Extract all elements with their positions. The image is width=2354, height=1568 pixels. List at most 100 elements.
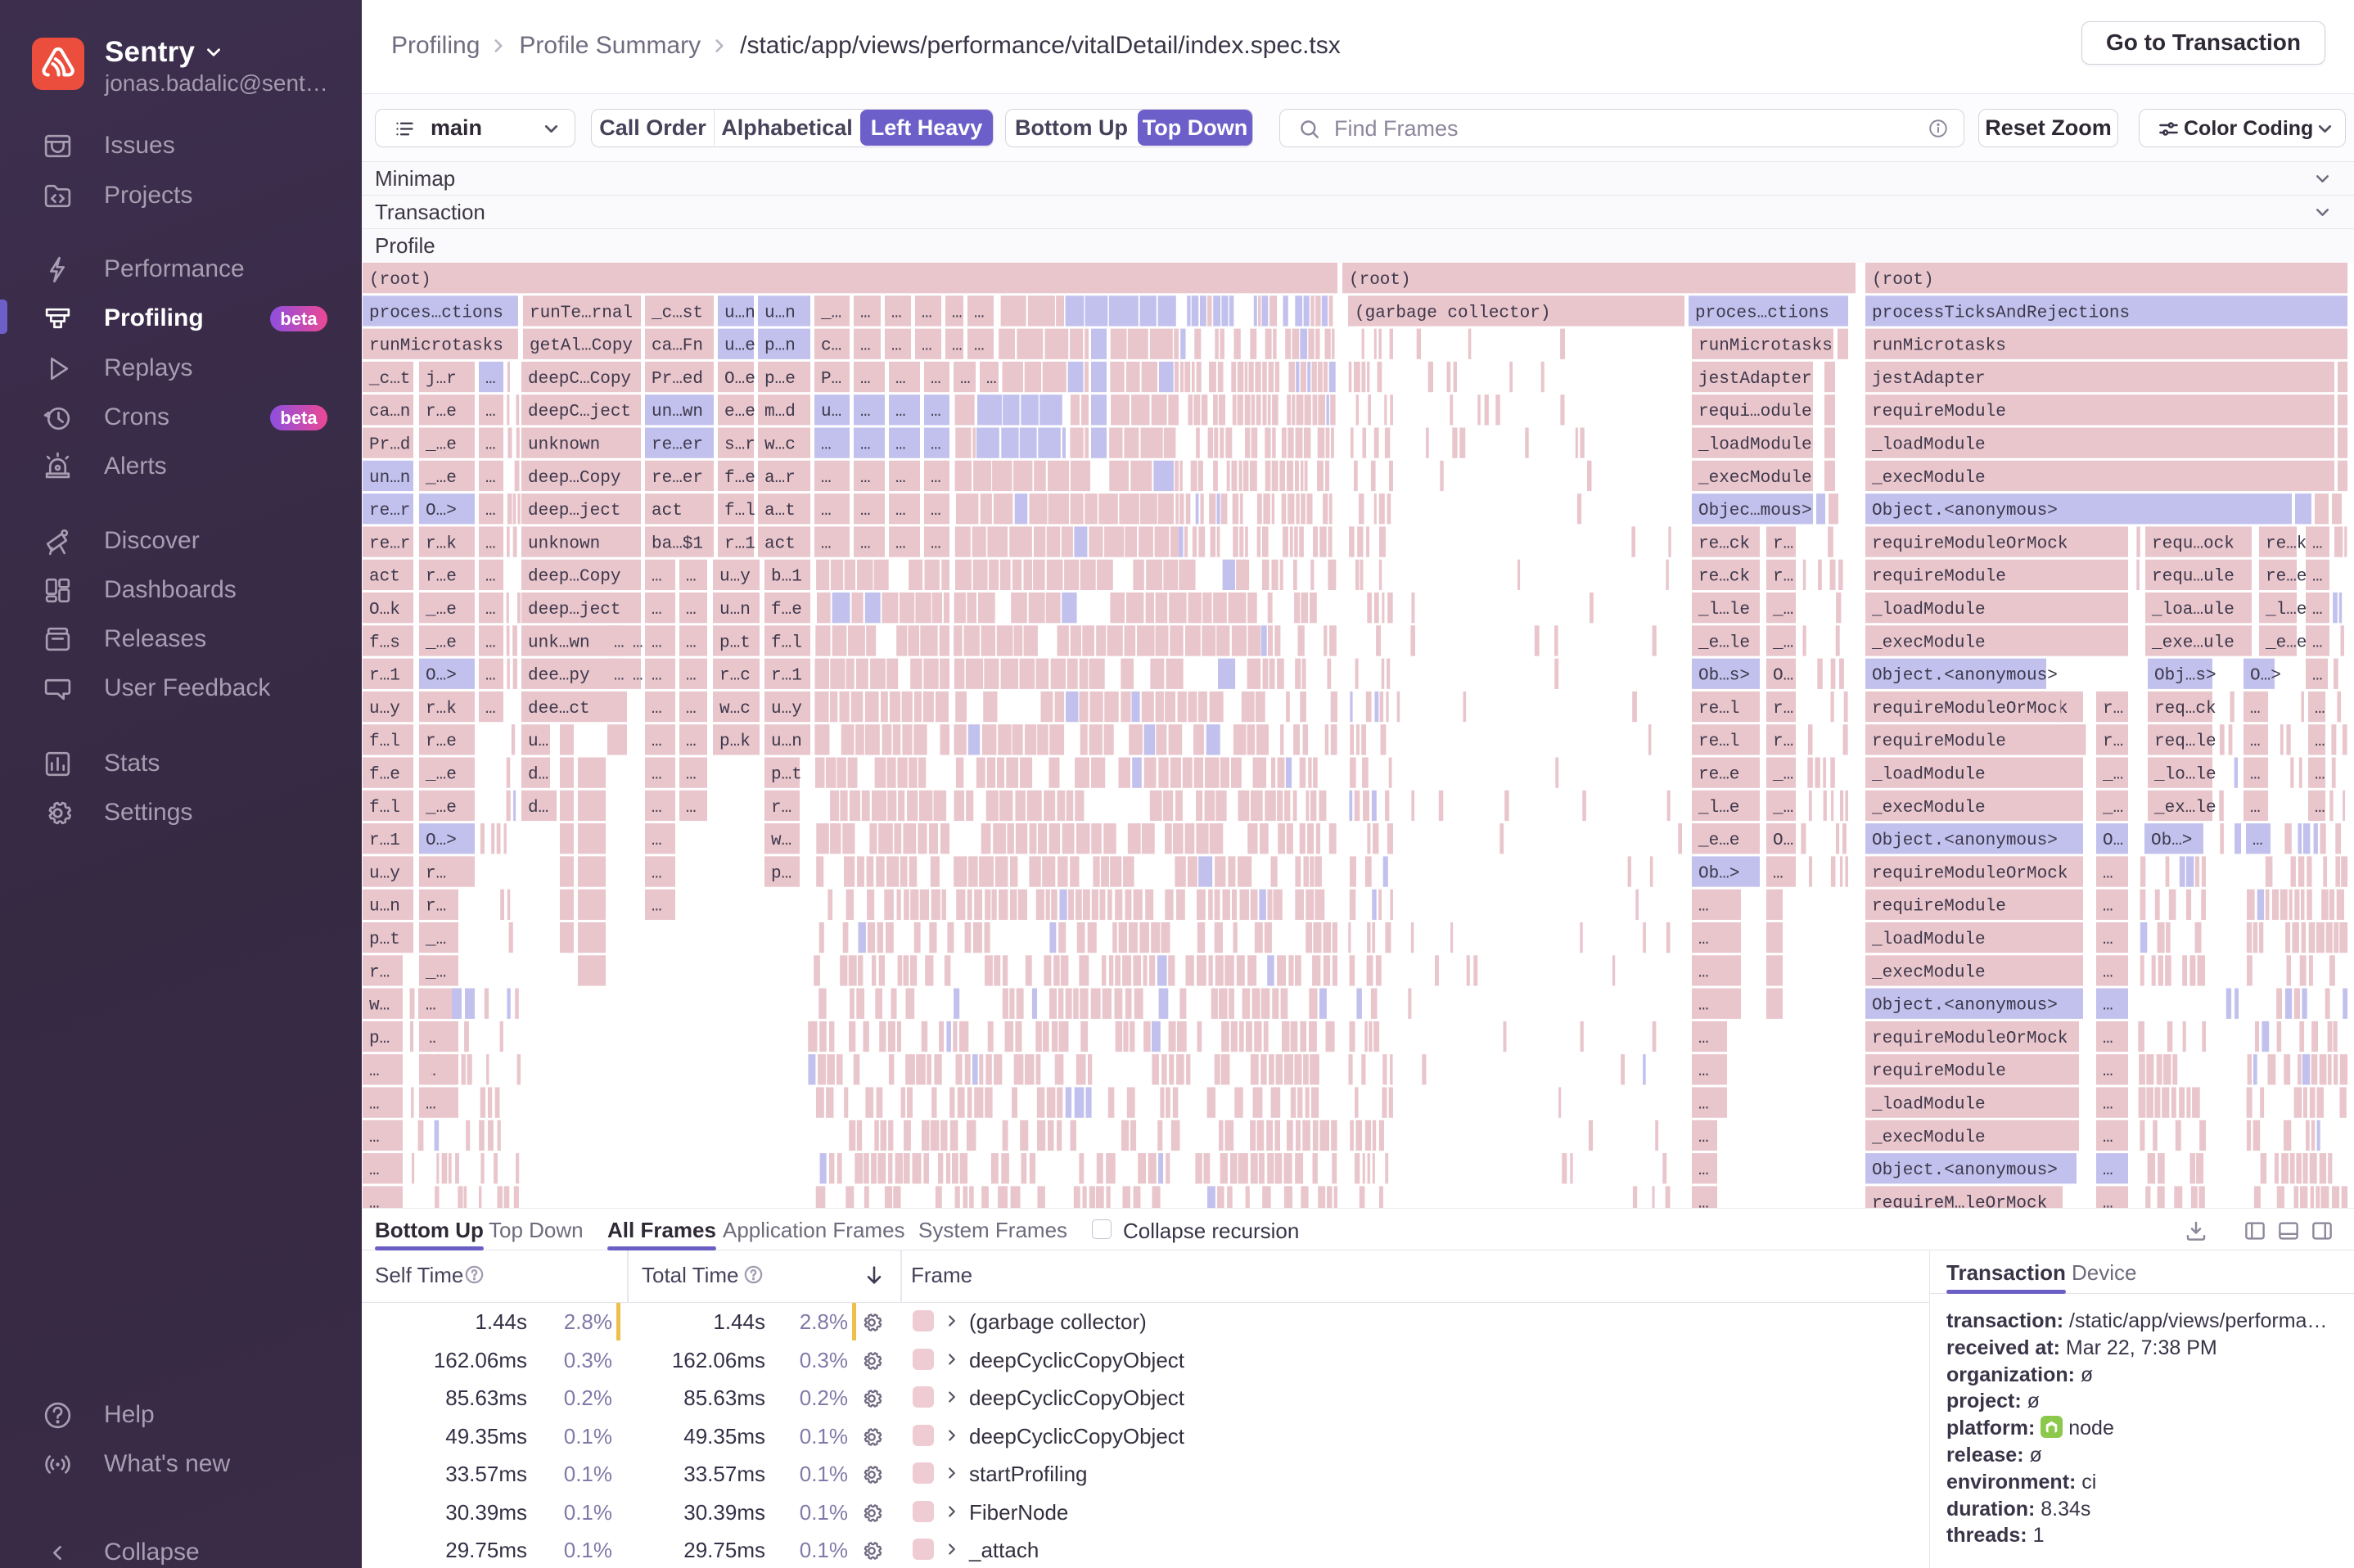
svg-text:runMicrotasks: runMicrotasks: [1872, 337, 2006, 356]
svg-text:requireModuleOrMock: requireModuleOrMock: [1872, 864, 2068, 883]
svg-text:processTicksAndRejections: processTicksAndRejections: [1872, 304, 2130, 322]
svg-text:r…e: r…e: [426, 568, 457, 587]
svg-text:_…: _…: [2102, 799, 2123, 818]
svg-text:_execModule: _execModule: [1698, 469, 1812, 488]
svg-text:r…: r…: [1773, 534, 1793, 553]
svg-text:w…c: w…c: [764, 436, 796, 455]
svg-text:deepC…Copy: deepC…Copy: [528, 370, 631, 389]
svg-text:r…1: r…1: [771, 667, 802, 686]
svg-text:_…: _…: [1772, 601, 1793, 620]
svg-text:…: …: [1698, 963, 1709, 982]
svg-text:p…e: p…e: [764, 370, 796, 389]
svg-text:O…: O…: [1773, 831, 1793, 850]
svg-text:O…e: O…e: [724, 370, 755, 389]
svg-text:_execModule: _execModule: [1871, 469, 1986, 488]
svg-text:p…n: p…n: [764, 337, 796, 356]
svg-text:…: …: [895, 436, 906, 455]
svg-text:re…er: re…er: [652, 469, 703, 488]
svg-text:…: …: [485, 601, 496, 620]
svg-text:_loadModule: _loadModule: [1871, 436, 1986, 455]
svg-text:…: …: [931, 436, 941, 455]
svg-text:r…e: r…e: [426, 732, 457, 751]
svg-text:u…y: u…y: [719, 568, 751, 587]
svg-text:f…l: f…l: [771, 633, 802, 652]
svg-text:p…t: p…t: [719, 633, 751, 652]
svg-text:f…e: f…e: [771, 601, 802, 620]
svg-text:dee…py: dee…py: [528, 667, 590, 686]
svg-text:requireModule: requireModule: [1872, 403, 2006, 421]
svg-text:_…: _…: [820, 304, 841, 322]
svg-text:requireModuleOrMock: requireModuleOrMock: [1872, 700, 2068, 719]
svg-text:req…le: req…le: [2154, 732, 2216, 751]
svg-text:…: …: [2312, 568, 2323, 587]
svg-text:…: …: [952, 304, 963, 322]
svg-text:Pr…ed: Pr…ed: [652, 370, 703, 389]
svg-text:…: …: [860, 436, 871, 455]
svg-text:…: …: [2250, 700, 2261, 719]
svg-text:_l…e: _l…e: [1698, 799, 1739, 818]
svg-text:_ex…le: _ex…le: [2153, 799, 2216, 818]
svg-text:…: …: [860, 337, 871, 356]
svg-text:…: …: [922, 337, 932, 356]
svg-text:…: …: [686, 568, 697, 587]
svg-text:…: …: [931, 534, 941, 553]
svg-text:f…l: f…l: [369, 799, 400, 818]
svg-text:_…e: _…e: [425, 469, 457, 488]
svg-text:…: …: [2103, 864, 2113, 883]
svg-text:…: …: [2103, 997, 2113, 1016]
svg-text:…: …: [1698, 1161, 1709, 1180]
svg-text:…: …: [895, 370, 906, 389]
svg-text:…: …: [2253, 831, 2263, 850]
svg-text:O…: O…: [2103, 831, 2123, 850]
svg-text:Object.<anonymous>: Object.<anonymous>: [1872, 667, 2058, 686]
svg-text:…: …: [485, 568, 496, 587]
svg-text:…: …: [821, 534, 832, 553]
svg-text:…: …: [2250, 732, 2261, 751]
svg-text:r…: r…: [2103, 700, 2123, 719]
svg-text:w…: w…: [771, 831, 791, 850]
svg-text:_l…e: _l…e: [2265, 601, 2307, 620]
svg-text:…: …: [974, 304, 985, 322]
svg-text:unknown: unknown: [528, 534, 600, 553]
svg-text:…: …: [891, 304, 902, 322]
svg-text:…: …: [960, 370, 971, 389]
svg-text:…: …: [2103, 1030, 2113, 1048]
svg-text:…: …: [369, 1062, 380, 1081]
svg-text:…: …: [652, 667, 662, 686]
svg-text:r…: r…: [2103, 732, 2123, 751]
svg-text:r…k: r…k: [426, 700, 457, 719]
svg-text:(root): (root): [1349, 271, 1411, 290]
svg-text:…: …: [652, 898, 662, 917]
svg-text:d…: d…: [528, 766, 548, 785]
svg-text:…: …: [952, 337, 963, 356]
svg-text:…: …: [485, 502, 496, 520]
svg-text:p…: p…: [771, 864, 791, 883]
svg-text:Object.<anonymous>: Object.<anonymous>: [1872, 831, 2058, 850]
svg-text:…: …: [922, 304, 932, 322]
svg-text:Ob…s>: Ob…s>: [1698, 667, 1750, 686]
svg-text:re…ck: re…ck: [1698, 534, 1750, 553]
svg-text:requ…ule: requ…ule: [2152, 568, 2234, 587]
svg-text:…: …: [633, 633, 643, 652]
svg-text:…: …: [485, 667, 496, 686]
svg-text:…: …: [369, 1129, 380, 1147]
svg-text:…: …: [931, 469, 941, 488]
svg-text:a…r: a…r: [764, 469, 796, 488]
svg-text:(garbage collector): (garbage collector): [1355, 304, 1550, 322]
svg-text:runTe…rnal: runTe…rnal: [530, 304, 633, 322]
svg-text:…: …: [931, 502, 941, 520]
svg-text:_…e: _…e: [425, 633, 457, 652]
svg-text:…: …: [2103, 930, 2113, 949]
svg-text:u…e: u…e: [724, 337, 755, 356]
svg-text:r…c: r…c: [719, 667, 751, 686]
svg-text:runMicrotasks: runMicrotasks: [369, 337, 503, 356]
svg-text:requireModule: requireModule: [1872, 568, 2006, 587]
svg-text:…: …: [2312, 667, 2323, 686]
svg-text:requireModuleOrMock: requireModuleOrMock: [1872, 534, 2068, 553]
svg-text:u…y: u…y: [369, 700, 400, 719]
svg-text:_…: _…: [1772, 766, 1793, 785]
svg-text:(root): (root): [1872, 271, 1934, 290]
svg-text:re…er: re…er: [652, 436, 703, 455]
svg-text:_…e: _…e: [425, 799, 457, 818]
svg-text:…: …: [860, 403, 871, 421]
